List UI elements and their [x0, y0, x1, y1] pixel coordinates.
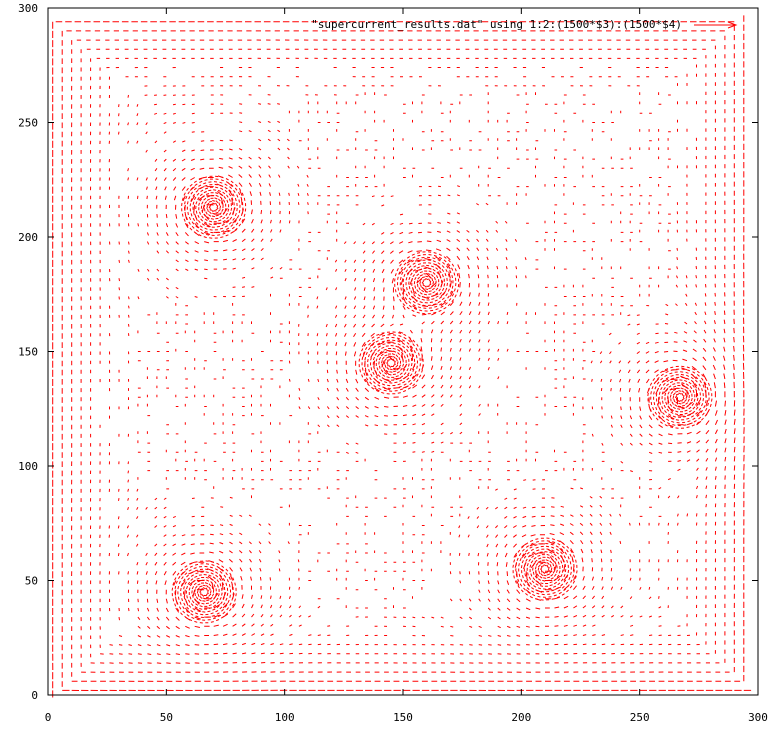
- y-axis-ticks: 0 50 100 150 200 250 300: [18, 2, 758, 702]
- vortex-swirl: [512, 537, 578, 601]
- y-tick-label: 150: [18, 346, 38, 359]
- y-tick-label: 200: [18, 231, 38, 244]
- vortex-core: [181, 175, 247, 239]
- legend: "supercurrent_results.dat" using 1:2:(15…: [311, 18, 738, 31]
- y-tick-label: 250: [18, 117, 38, 130]
- vortex-core: [647, 365, 713, 429]
- x-tick-label: 250: [630, 711, 650, 724]
- x-tick-label: 100: [275, 711, 295, 724]
- vortex-swirl: [181, 175, 247, 239]
- vortex-swirl: [394, 251, 460, 315]
- y-tick-label: 50: [25, 575, 38, 588]
- y-tick-label: 300: [18, 2, 38, 15]
- x-tick-label: 50: [160, 711, 173, 724]
- current-vectors: [52, 15, 752, 698]
- x-tick-label: 200: [511, 711, 531, 724]
- y-tick-label: 100: [18, 460, 38, 473]
- vortex-core: [394, 251, 460, 315]
- legend-label: "supercurrent_results.dat" using 1:2:(15…: [311, 18, 682, 31]
- legend-arrow-head: [727, 21, 738, 29]
- vortex-core: [171, 560, 237, 624]
- vortex-swirl: [647, 365, 713, 429]
- vortex-core: [358, 331, 424, 395]
- x-tick-label: 150: [393, 711, 413, 724]
- vortex-swirl: [171, 560, 237, 624]
- vortex-core: [512, 537, 578, 601]
- vortex-swirl: [358, 331, 424, 395]
- x-tick-label: 300: [748, 711, 768, 724]
- y-tick-label: 0: [31, 689, 38, 702]
- vector-field: [52, 15, 752, 698]
- x-axis-ticks: 0 50 100 150 200 250 300: [45, 8, 768, 724]
- x-tick-label: 0: [45, 711, 52, 724]
